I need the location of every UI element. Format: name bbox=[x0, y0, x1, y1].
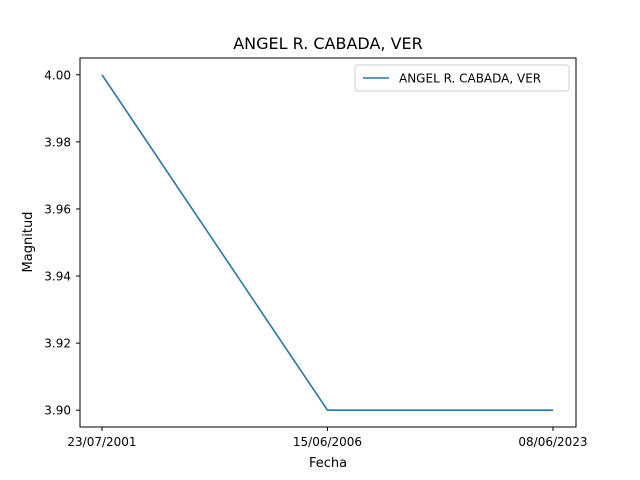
chart-title: ANGEL R. CABADA, VER bbox=[233, 34, 423, 53]
legend-box bbox=[354, 64, 570, 92]
plot-area bbox=[101, 74, 553, 412]
y-tick-label: 3.94 bbox=[44, 270, 71, 284]
x-tick-label: 08/06/2023 bbox=[518, 435, 587, 449]
legend: ANGEL R. CABADA, VER bbox=[354, 64, 570, 92]
y-tick-label: 3.90 bbox=[44, 404, 71, 418]
x-tick-label: 23/07/2001 bbox=[67, 435, 136, 449]
series-line bbox=[101, 74, 553, 412]
y-axis-label: Magnitud bbox=[21, 212, 36, 273]
x-axis: 23/07/2001 15/06/2006 08/06/2023 bbox=[67, 427, 588, 449]
y-tick-label: 3.96 bbox=[44, 202, 71, 216]
y-axis: 3.90 3.92 3.94 3.96 3.98 4.00 bbox=[44, 68, 80, 418]
y-tick-label: 3.92 bbox=[44, 337, 71, 351]
y-tick-label: 3.98 bbox=[44, 135, 71, 149]
legend-label: ANGEL R. CABADA, VER bbox=[399, 72, 541, 86]
y-tick-label: 4.00 bbox=[44, 68, 71, 82]
x-axis-label: Fecha bbox=[309, 456, 347, 471]
x-tick-label: 15/06/2006 bbox=[293, 435, 362, 449]
